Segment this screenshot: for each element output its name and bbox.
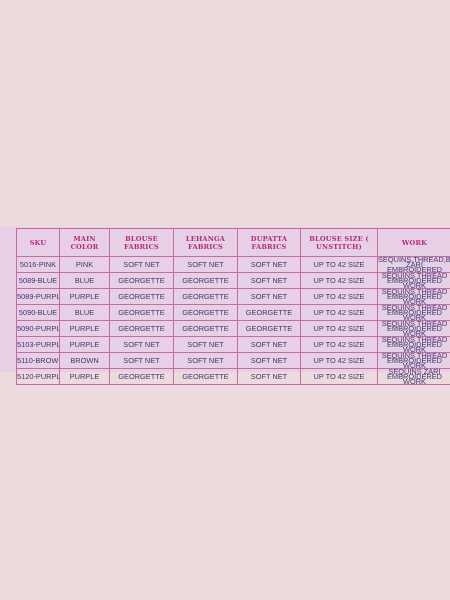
cell-lehanga-fabric: GEORGETTE [173, 304, 238, 321]
header-lehanga-fabrics: LEHANGA FABRICS [173, 228, 238, 257]
cell-work: SEQUINS,THREAD,BADLA ZARI EMBROIDERED [377, 256, 450, 273]
cell-sku: 5110-BROWN [16, 352, 60, 369]
product-spec-table: SKU MAIN COLOR BLOUSE FABRICS LEHANGA FA… [16, 228, 450, 385]
cell-main-color: PURPLE [59, 368, 110, 385]
cell-blouse-size: UP TO 42 SIZE [300, 352, 378, 369]
table-header-row: SKU MAIN COLOR BLOUSE FABRICS LEHANGA FA… [16, 228, 450, 257]
cell-sku: 5016-PINK [16, 256, 60, 273]
cell-main-color: PURPLE [59, 320, 110, 337]
cell-blouse-fabric: GEORGETTE [109, 368, 174, 385]
cell-lehanga-fabric: GEORGETTE [173, 320, 238, 337]
cell-work: SEQUINS ZARI EMBROIDERED WORK [377, 368, 450, 385]
cell-lehanga-fabric: SOFT NET [173, 336, 238, 353]
table-row: 5016-PINK PINK SOFT NET SOFT NET SOFT NE… [16, 256, 450, 273]
cell-sku: 5120-PURPLE [16, 368, 60, 385]
cell-blouse-size: UP TO 42 SIZE [300, 320, 378, 337]
cell-work: SEQUINS THREAD EMBROIDERED WORK [377, 352, 450, 369]
cell-blouse-size: UP TO 42 SIZE [300, 288, 378, 305]
cell-lehanga-fabric: GEORGETTE [173, 288, 238, 305]
header-dupatta-fabrics: DUPATTA FABRICS [237, 228, 301, 257]
table-row: 5110-BROWN BROWN SOFT NET SOFT NET SOFT … [16, 352, 450, 369]
table-row: 5090-PURPLE PURPLE GEORGETTE GEORGETTE G… [16, 320, 450, 337]
cell-dupatta-fabric: SOFT NET [237, 368, 301, 385]
cell-blouse-size: UP TO 42 SIZE [300, 336, 378, 353]
cell-work: SEQUINS THREAD EMBROIDERED WORK [377, 272, 450, 289]
cell-work: SEQUINS THREAD EMBROIDERED WORK [377, 336, 450, 353]
cell-blouse-size: UP TO 42 SIZE [300, 368, 378, 385]
cell-dupatta-fabric: GEORGETTE [237, 304, 301, 321]
cell-blouse-size: UP TO 42 SIZE [300, 256, 378, 273]
table-row: 5089-PURPLE PURPLE GEORGETTE GEORGETTE S… [16, 288, 450, 305]
cell-lehanga-fabric: GEORGETTE [173, 272, 238, 289]
header-sku: SKU [16, 228, 60, 257]
cell-work: SEQUINS THREAD EMBROIDERED WORK [377, 320, 450, 337]
cell-lehanga-fabric: SOFT NET [173, 256, 238, 273]
cell-main-color: BROWN [59, 352, 110, 369]
cell-dupatta-fabric: GEORGETTE [237, 320, 301, 337]
cell-dupatta-fabric: SOFT NET [237, 336, 301, 353]
cell-work: SEQUINS THREAD EMBROIDERED WORK [377, 304, 450, 321]
cell-blouse-size: UP TO 42 SIZE [300, 304, 378, 321]
cell-lehanga-fabric: GEORGETTE [173, 368, 238, 385]
cell-sku: 5103-PURPLE [16, 336, 60, 353]
cell-blouse-fabric: SOFT NET [109, 336, 174, 353]
cell-dupatta-fabric: SOFT NET [237, 352, 301, 369]
cell-blouse-fabric: SOFT NET [109, 352, 174, 369]
cell-dupatta-fabric: SOFT NET [237, 272, 301, 289]
cell-dupatta-fabric: SOFT NET [237, 288, 301, 305]
header-blouse-size: BLOUSE SIZE ( UNSTITCH) [300, 228, 378, 257]
cell-blouse-fabric: GEORGETTE [109, 272, 174, 289]
header-blouse-fabrics: BLOUSE FABRICS [109, 228, 174, 257]
cell-blouse-size: UP TO 42 SIZE [300, 272, 378, 289]
table-row: 5103-PURPLE PURPLE SOFT NET SOFT NET SOF… [16, 336, 450, 353]
cell-main-color: PURPLE [59, 336, 110, 353]
cell-work: SEQUINS THREAD EMBROIDERED WORK [377, 288, 450, 305]
cell-sku: 5090-PURPLE [16, 320, 60, 337]
cell-lehanga-fabric: SOFT NET [173, 352, 238, 369]
cell-sku: 5089-BLUE [16, 272, 60, 289]
cell-blouse-fabric: GEORGETTE [109, 288, 174, 305]
cell-main-color: PINK [59, 256, 110, 273]
cell-main-color: BLUE [59, 304, 110, 321]
cell-blouse-fabric: GEORGETTE [109, 320, 174, 337]
cell-blouse-fabric: GEORGETTE [109, 304, 174, 321]
cell-main-color: PURPLE [59, 288, 110, 305]
cell-sku: 5089-PURPLE [16, 288, 60, 305]
header-work: WORK [377, 228, 450, 257]
cell-main-color: BLUE [59, 272, 110, 289]
header-main-color: MAIN COLOR [59, 228, 110, 257]
cell-blouse-fabric: SOFT NET [109, 256, 174, 273]
table-row: 5090-BLUE BLUE GEORGETTE GEORGETTE GEORG… [16, 304, 450, 321]
table-row: 5089-BLUE BLUE GEORGETTE GEORGETTE SOFT … [16, 272, 450, 289]
table-row: 5120-PURPLE PURPLE GEORGETTE GEORGETTE S… [16, 368, 450, 385]
cell-dupatta-fabric: SOFT NET [237, 256, 301, 273]
cell-sku: 5090-BLUE [16, 304, 60, 321]
